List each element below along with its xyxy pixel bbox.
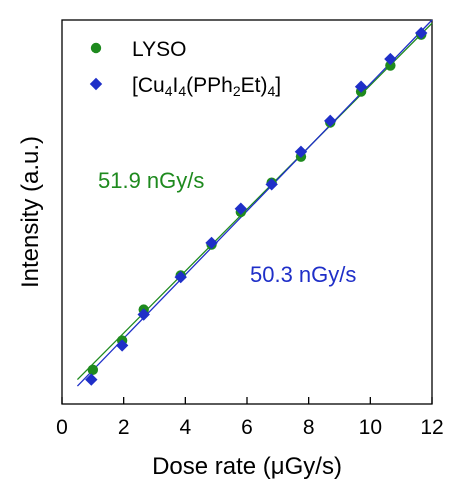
legend-subscript: 2 (233, 83, 241, 99)
legend-subscript: 4 (267, 83, 275, 99)
x-axis-label: Dose rate (μGy/s) (152, 453, 342, 480)
legend-text-part: Et) (241, 74, 268, 97)
lyso-point (87, 364, 99, 376)
cu4i4-point (354, 80, 368, 93)
data-points (85, 26, 428, 386)
cu4i4-point (85, 373, 98, 386)
cu4i4-point (234, 202, 248, 215)
cu4i4-point (137, 308, 150, 321)
legend-text-part: I (172, 74, 178, 97)
fit-lines (76, 19, 433, 387)
legend-subscript: 4 (178, 83, 186, 99)
x-tick-label: 12 (420, 416, 443, 439)
cu4i4-point (384, 52, 397, 66)
fit-line-lyso (76, 22, 433, 381)
y-axis-label: Intensity (a.u.) (17, 136, 44, 288)
x-tick-label: 4 (179, 416, 191, 439)
x-axis-ticks: 0 2 4 6 8 10 12 (56, 397, 444, 439)
legend-subscript: 4 (165, 83, 173, 99)
cu4i4-point (205, 236, 218, 250)
fit-line-cu4i4 (76, 19, 433, 387)
annotation-cu4i4-limit: 50.3 nGy/s (250, 262, 356, 287)
x-tick-label: 10 (359, 416, 382, 439)
legend-text-part: [Cu (132, 74, 165, 97)
plot-area (61, 19, 433, 405)
cu4i4-point (115, 339, 129, 352)
legend-marker-lyso (90, 42, 102, 54)
legend-entry-cu4i4: [Cu4I4(PPh2Et)4] (132, 74, 281, 99)
annotation-lyso-limit: 51.9 nGy/s (98, 168, 204, 193)
legend-marker-cu4i4 (89, 77, 103, 91)
cu4i4-point (294, 145, 308, 158)
cu4i4-point (265, 178, 278, 191)
x-tick-label: 2 (118, 416, 130, 439)
legend: LYSO [Cu4I4(PPh2Et)4] (89, 38, 281, 99)
x-tick-label: 0 (56, 416, 68, 439)
x-tick-label: 6 (241, 416, 253, 439)
legend-text-part: (PPh (186, 74, 233, 97)
cu4i4-point (324, 114, 337, 128)
lyso-point (385, 60, 396, 71)
cu4i4-point (174, 270, 187, 284)
legend-entry-lyso: LYSO (132, 38, 186, 61)
cu4i4-point (415, 26, 428, 40)
x-tick-label: 8 (303, 416, 315, 439)
legend-text-part: ] (275, 74, 281, 97)
